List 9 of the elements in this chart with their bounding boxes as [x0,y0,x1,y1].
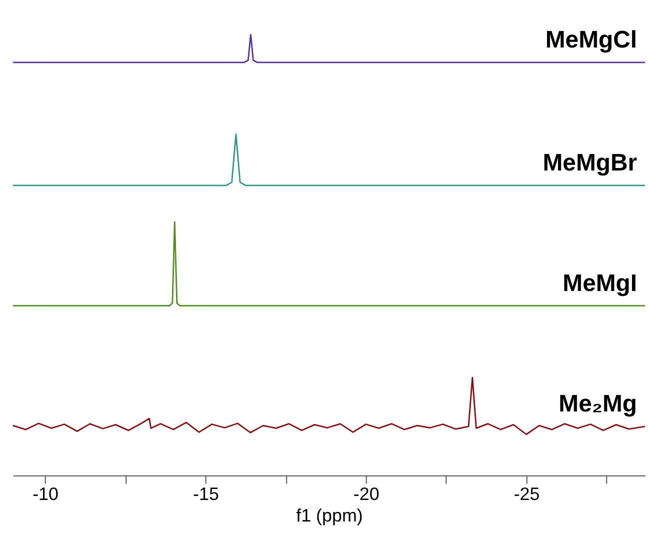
x-tick-label: -20 [353,484,380,504]
x-tick-label: -15 [192,484,219,504]
x-axis-title: f1 (ppm) [296,506,363,526]
x-tick-label: -25 [514,484,540,504]
series-label: MeMgI [562,270,638,297]
x-tick-label: -10 [32,484,59,504]
series-label: MeMgBr [542,149,638,176]
series-label: MeMgCl [545,26,638,54]
series-label: Me₂Mg [558,390,638,418]
